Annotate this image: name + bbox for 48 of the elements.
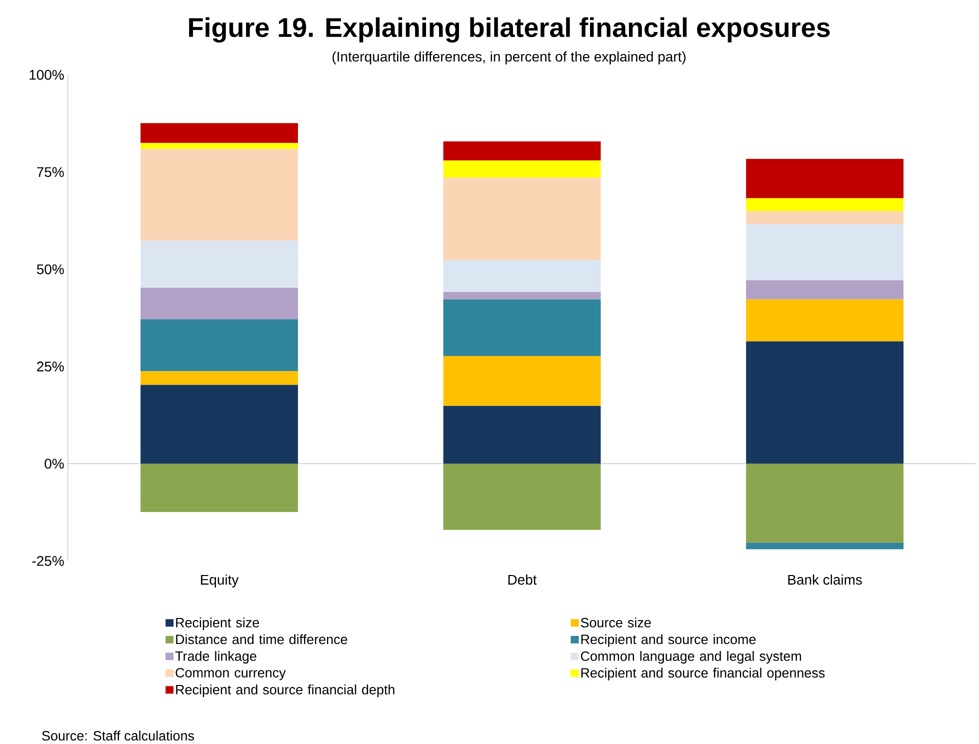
y-tick-label: 25% bbox=[37, 362, 64, 372]
legend-label: Recipient size bbox=[176, 618, 260, 630]
x-tick-label: Equity bbox=[200, 574, 239, 588]
bar bbox=[443, 141, 601, 160]
bar bbox=[140, 288, 298, 320]
legend-label: Recipient and source income bbox=[581, 634, 756, 647]
bar bbox=[140, 384, 298, 464]
bar bbox=[746, 280, 904, 300]
bar bbox=[140, 123, 298, 143]
legend-label: Common currency bbox=[176, 668, 286, 680]
legend-label: Recipient and source financial depth bbox=[176, 684, 394, 698]
bar bbox=[443, 406, 601, 464]
chart-subtitle: (Interquartile differences, in percent of the explained part) bbox=[332, 51, 686, 64]
bar bbox=[746, 224, 904, 280]
bar bbox=[140, 464, 298, 512]
bar bbox=[443, 464, 601, 530]
bar bbox=[443, 160, 601, 178]
bar bbox=[746, 341, 904, 464]
x-tick-label: Bank claims bbox=[788, 574, 862, 585]
bar bbox=[443, 292, 601, 300]
legend-label: Source size bbox=[580, 618, 651, 628]
legend-label: Recipient and source financial openness bbox=[581, 668, 825, 680]
bar bbox=[443, 260, 601, 292]
bar bbox=[746, 464, 904, 543]
bar bbox=[746, 158, 904, 198]
bar bbox=[443, 356, 601, 406]
bar bbox=[443, 178, 601, 260]
legend-label: Distance and time difference bbox=[176, 634, 348, 644]
y-tick-label: 50% bbox=[36, 264, 64, 274]
bar bbox=[140, 371, 298, 385]
bar bbox=[746, 542, 904, 550]
y-tick-label: -25% bbox=[32, 556, 64, 566]
chart-title: Figure 19. Explaining bilateral financial exposures bbox=[189, 17, 830, 43]
bar bbox=[443, 299, 601, 356]
y-tick-label: 75% bbox=[37, 167, 64, 178]
bar bbox=[746, 299, 904, 342]
x-tick-label: Debt bbox=[508, 574, 537, 585]
y-tick-label: 100% bbox=[30, 70, 64, 80]
bar bbox=[140, 148, 298, 241]
y-tick-label: 0% bbox=[44, 458, 64, 469]
bar bbox=[140, 240, 298, 288]
bar bbox=[140, 319, 298, 372]
legend-label: Common language and legal system bbox=[580, 651, 802, 664]
source-note: Source: Staff calculations bbox=[42, 730, 194, 741]
bar bbox=[140, 142, 298, 149]
legend-label: Trade linkage bbox=[175, 651, 256, 664]
bar bbox=[746, 198, 904, 212]
bar bbox=[746, 211, 904, 224]
